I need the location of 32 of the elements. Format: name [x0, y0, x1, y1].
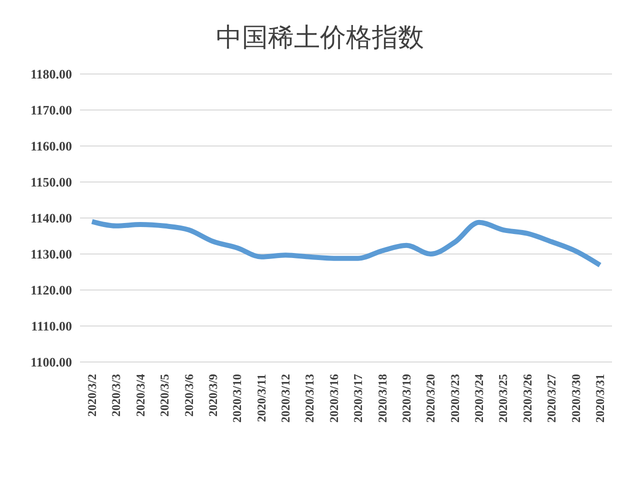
x-tick-label: 2020/3/2 [85, 374, 99, 417]
x-tick-label: 2020/3/3 [109, 374, 124, 417]
chart-title: 中国稀土价格指数 [215, 22, 425, 55]
y-tick-label: 1110.00 [31, 318, 72, 334]
x-tick-label: 2020/3/23 [448, 374, 462, 423]
x-tick-label: 2020/3/11 [254, 374, 268, 422]
y-tick-label: 1170.00 [30, 102, 72, 118]
x-tick-label: 2020/3/10 [230, 374, 244, 423]
y-tick-label: 1120.00 [30, 282, 72, 298]
x-tick-label: 2020/3/26 [520, 374, 534, 423]
x-tick-label: 2020/3/19 [399, 374, 414, 423]
x-tick-label: 2020/3/27 [544, 374, 559, 423]
x-tick-label: 2020/3/30 [568, 374, 583, 423]
x-tick-label: 2020/3/17 [351, 374, 366, 423]
x-tick-label: 2020/3/20 [424, 374, 438, 423]
x-tick-label: 2020/3/13 [302, 374, 317, 423]
x-tick-label: 2020/3/18 [375, 374, 390, 423]
y-tick-label: 1180.00 [30, 66, 72, 82]
x-tick-label: 2020/3/12 [278, 374, 293, 423]
x-tick-label: 2020/3/16 [326, 374, 341, 423]
x-tick-label: 2020/3/31 [593, 374, 607, 423]
y-tick-label: 1130.00 [30, 246, 72, 262]
y-tick-label: 1150.00 [30, 174, 72, 190]
x-tick-label: 2020/3/9 [206, 374, 220, 417]
x-tick-label: 2020/3/6 [182, 374, 196, 417]
x-tick-label: 2020/3/4 [133, 374, 148, 417]
x-tick-label: 2020/3/5 [158, 374, 172, 417]
x-tick-label: 2020/3/24 [472, 374, 486, 423]
y-tick-label: 1140.00 [30, 210, 72, 226]
y-tick-label: 1100.00 [30, 354, 72, 370]
y-tick-label: 1160.00 [30, 138, 72, 154]
x-tick-label: 2020/3/25 [496, 374, 510, 423]
